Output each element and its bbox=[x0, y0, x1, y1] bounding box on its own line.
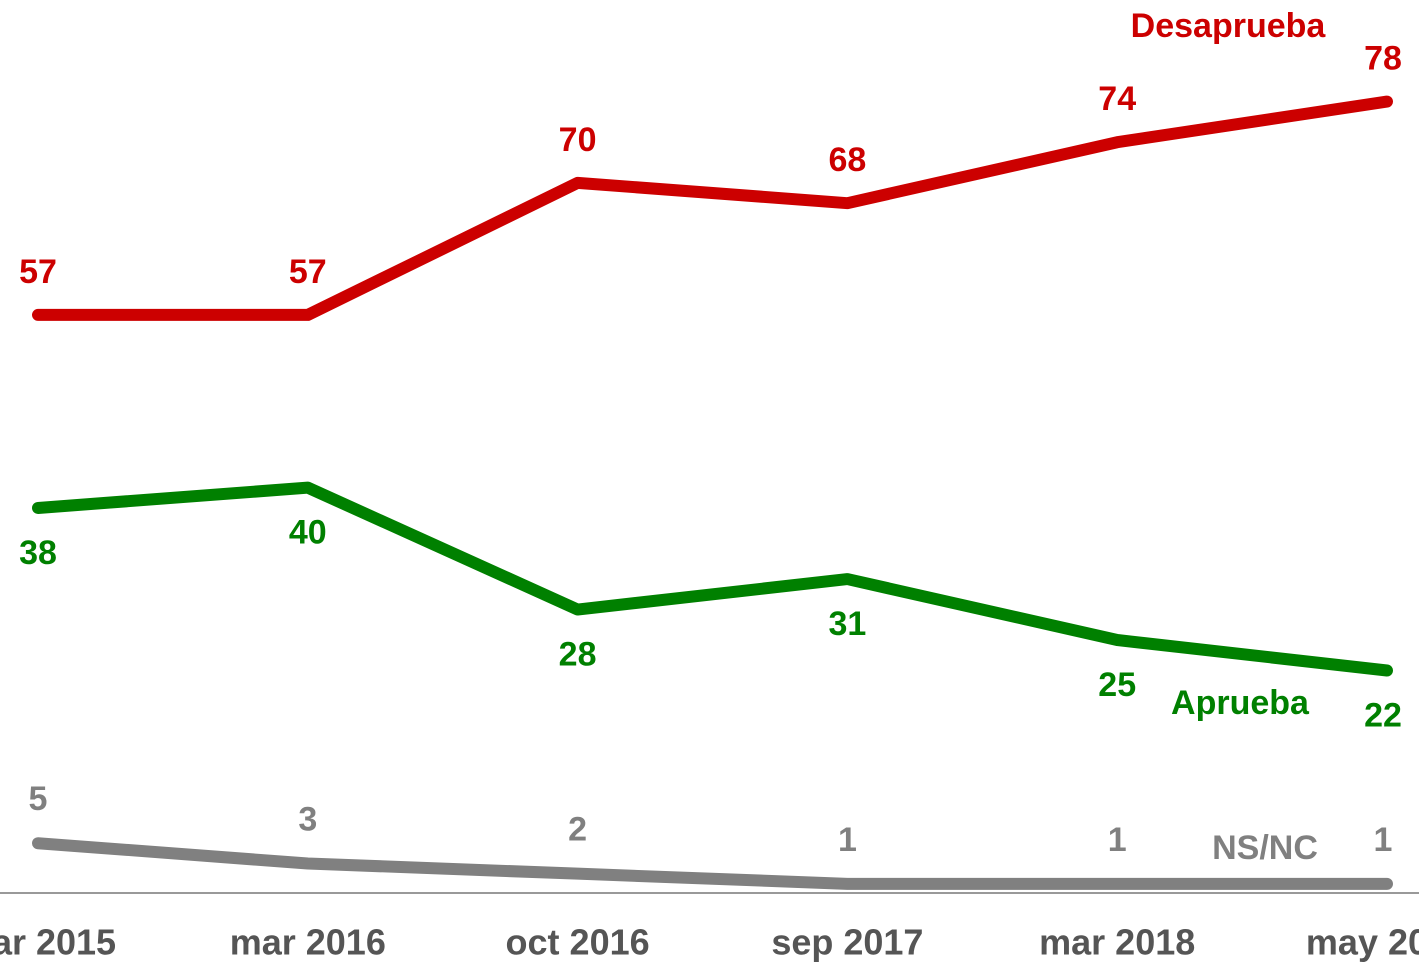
data-label: 28 bbox=[559, 636, 597, 674]
data-label: 40 bbox=[289, 514, 327, 552]
data-label: 57 bbox=[19, 253, 57, 291]
x-tick-label: mar 2018 bbox=[1039, 922, 1195, 963]
x-tick-label: mar 2015 bbox=[0, 922, 116, 963]
legend-label: NS/NC bbox=[1212, 829, 1318, 867]
data-label: 78 bbox=[1364, 40, 1402, 78]
data-label: 74 bbox=[1098, 80, 1136, 118]
data-label: 70 bbox=[559, 121, 597, 159]
data-label: 57 bbox=[289, 253, 327, 291]
data-label: 1 bbox=[838, 821, 857, 859]
data-label: 25 bbox=[1098, 666, 1136, 704]
data-label: 22 bbox=[1364, 696, 1402, 734]
data-label: 5 bbox=[29, 780, 48, 818]
x-tick-label: oct 2016 bbox=[506, 922, 650, 963]
x-tick-label: may 2018 bbox=[1306, 922, 1419, 963]
data-label: 68 bbox=[828, 141, 866, 179]
series-line bbox=[32, 95, 1393, 321]
data-label: 2 bbox=[568, 811, 587, 849]
legend-label: Aprueba bbox=[1171, 684, 1310, 722]
data-label: 1 bbox=[1108, 821, 1127, 859]
series-line bbox=[32, 481, 1393, 677]
x-tick-label: sep 2017 bbox=[771, 922, 923, 963]
x-tick-label: mar 2016 bbox=[230, 922, 386, 963]
data-label: 1 bbox=[1374, 821, 1393, 859]
series-line bbox=[32, 837, 1393, 890]
data-label: 38 bbox=[19, 534, 57, 572]
data-label: 3 bbox=[298, 801, 317, 839]
data-label: 31 bbox=[828, 605, 866, 643]
legend-label: Desaprueba bbox=[1131, 7, 1327, 45]
